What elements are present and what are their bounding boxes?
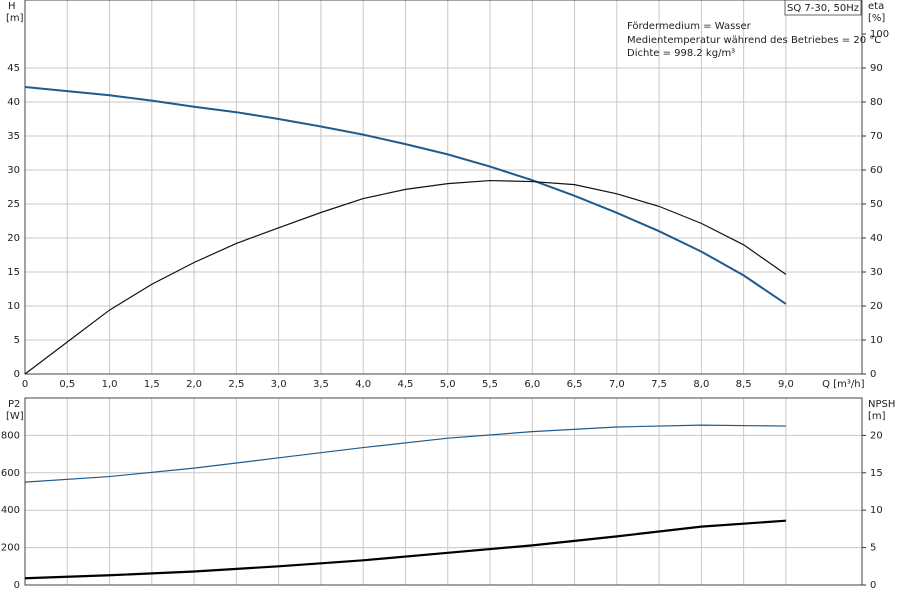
x-tick-label: 4,5 <box>398 379 414 390</box>
y2-tick-label: 10 <box>870 505 883 516</box>
series-line <box>24 519 786 580</box>
plot-frame <box>24 397 863 586</box>
x-tick-label: 6,0 <box>524 379 540 390</box>
y-axis-label: P2 <box>8 399 20 410</box>
x-tick-label: 0,5 <box>59 379 75 390</box>
x-tick-label: 8,0 <box>693 379 709 390</box>
chart-title: SQ 7-30, 50Hz <box>787 3 859 14</box>
y-tick-label: 800 <box>1 430 20 441</box>
annotation: Fördermedium = Wasser <box>627 21 752 32</box>
y2-axis-unit: [%] <box>868 13 885 24</box>
y2-tick-label: 80 <box>870 97 883 108</box>
y2-tick-label: 70 <box>870 131 883 142</box>
x-tick-label: 6,5 <box>567 379 583 390</box>
y-tick-label: 30 <box>7 165 20 176</box>
y-tick-label: 10 <box>7 301 20 312</box>
y-tick-label: 0 <box>14 580 20 591</box>
annotation: Medientemperatur während des Betriebes =… <box>627 35 881 46</box>
y2-axis-label: eta <box>868 1 884 12</box>
y2-tick-label: 15 <box>870 468 883 479</box>
y-tick-label: 15 <box>7 267 20 278</box>
x-tick-label: 0 <box>22 379 28 390</box>
y-axis-label: H <box>8 1 16 12</box>
y2-tick-label: 20 <box>870 301 883 312</box>
annotation: Dichte = 998.2 kg/m³ <box>627 48 735 59</box>
x-tick-label: 8,5 <box>736 379 752 390</box>
y-axis-unit: [m] <box>6 13 24 24</box>
y2-axis-unit: [m] <box>868 411 886 422</box>
x-tick-label: 5,5 <box>482 379 498 390</box>
y-axis-unit: [W] <box>6 411 24 422</box>
x-tick-label: 2,5 <box>228 379 244 390</box>
y2-tick-label: 0 <box>870 580 876 591</box>
series-line <box>24 86 787 305</box>
y-tick-label: 5 <box>14 335 20 346</box>
plot-frame <box>24 0 863 375</box>
y2-tick-label: 20 <box>870 430 883 441</box>
x-tick-label: 2,0 <box>186 379 202 390</box>
y2-tick-label: 60 <box>870 165 883 176</box>
y2-tick-label: 90 <box>870 63 883 74</box>
y-tick-label: 400 <box>1 505 20 516</box>
y2-tick-label: 50 <box>870 199 883 210</box>
x-tick-label: 1,0 <box>102 379 118 390</box>
x-tick-label: 3,0 <box>271 379 287 390</box>
y-tick-label: 45 <box>7 63 20 74</box>
y-tick-label: 40 <box>7 97 20 108</box>
y-tick-label: 25 <box>7 199 20 210</box>
y-tick-label: 35 <box>7 131 20 142</box>
x-tick-label: 9,0 <box>778 379 794 390</box>
y2-tick-label: 100 <box>870 29 889 40</box>
y2-tick-label: 5 <box>870 543 876 554</box>
y2-tick-label: 0 <box>870 369 876 380</box>
y2-tick-label: 10 <box>870 335 883 346</box>
y2-axis-label: NPSH <box>868 399 895 410</box>
x-tick-label: 3,5 <box>313 379 329 390</box>
y2-tick-label: 30 <box>870 267 883 278</box>
y-tick-label: 600 <box>1 468 20 479</box>
title-box <box>784 0 862 16</box>
x-tick-label: 5,0 <box>440 379 456 390</box>
series-line <box>24 179 787 375</box>
x-tick-label: 7,0 <box>609 379 625 390</box>
y-tick-label: 0 <box>14 369 20 380</box>
x-tick-label: 7,5 <box>651 379 667 390</box>
y-tick-label: 20 <box>7 233 20 244</box>
x-axis-label: Q [m³/h] <box>822 379 864 390</box>
x-tick-label: 1,5 <box>144 379 160 390</box>
y-tick-label: 200 <box>1 543 20 554</box>
x-tick-label: 4,0 <box>355 379 371 390</box>
y2-tick-label: 40 <box>870 233 883 244</box>
series-line <box>24 424 786 483</box>
